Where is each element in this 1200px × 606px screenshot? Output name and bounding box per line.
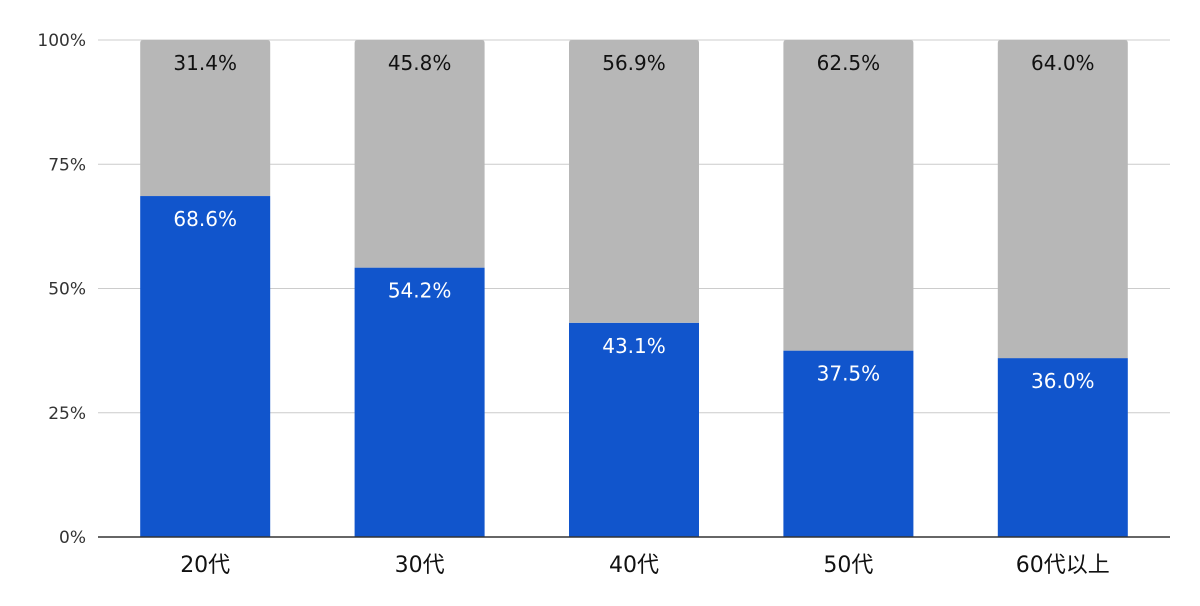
data-label: 37.5% xyxy=(817,362,881,386)
bar-segment xyxy=(783,40,914,351)
data-label: 64.0% xyxy=(1031,51,1095,75)
x-tick-label: 30代 xyxy=(395,553,445,578)
y-tick-label: 25% xyxy=(48,404,86,424)
bar-segment xyxy=(569,322,699,537)
data-label: 56.9% xyxy=(602,51,666,75)
x-tick-label: 20代 xyxy=(180,553,230,578)
data-label: 36.0% xyxy=(1031,369,1095,393)
x-tick-label: 50代 xyxy=(823,553,873,578)
bar-segment xyxy=(354,267,485,537)
y-tick-label: 50% xyxy=(48,280,86,300)
bar-segment xyxy=(140,196,271,538)
data-label: 31.4% xyxy=(173,51,237,75)
y-tick-label: 100% xyxy=(37,31,86,51)
data-label: 68.6% xyxy=(173,207,237,231)
x-tick-label: 40代 xyxy=(609,553,659,578)
x-tick-label: 60代以上 xyxy=(1016,553,1110,578)
y-tick-label: 0% xyxy=(59,528,86,548)
bar-segment xyxy=(569,40,699,323)
bar-segment xyxy=(997,358,1128,537)
bar-segment xyxy=(140,40,271,197)
data-label: 62.5% xyxy=(817,51,881,75)
data-label: 54.2% xyxy=(388,279,452,303)
bar-segment xyxy=(997,40,1128,359)
bar-segment xyxy=(354,40,485,268)
data-label: 43.1% xyxy=(602,334,666,358)
data-label: 45.8% xyxy=(388,51,452,75)
bar-segment xyxy=(783,350,914,537)
y-tick-label: 75% xyxy=(48,155,86,175)
